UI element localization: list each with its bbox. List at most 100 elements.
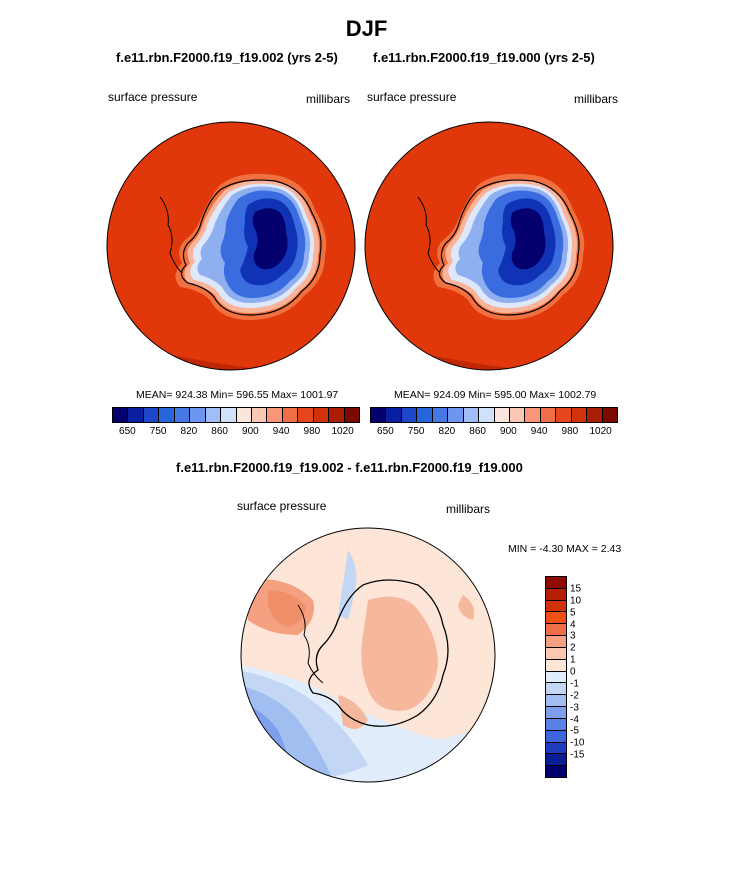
colorbar-tick-label: 900 — [242, 426, 259, 437]
panel-1-title: f.e11.rbn.F2000.f19_f19.002 (yrs 2-5) — [116, 50, 338, 65]
colorbar-swatch — [386, 408, 402, 422]
colorbar-swatch — [546, 683, 566, 696]
colorbar-tick-label: 650 — [377, 426, 394, 437]
colorbar-swatch — [479, 408, 495, 422]
colorbar-swatch — [546, 766, 566, 778]
colorbar-swatch — [221, 408, 237, 422]
colorbar-tick-label: 3 — [570, 630, 576, 642]
colorbar-swatch — [546, 612, 566, 625]
colorbar-swatch — [267, 408, 283, 422]
colorbar-swatch — [371, 408, 387, 422]
colorbar-tick-label: 820 — [180, 426, 198, 437]
colorbar-swatch — [525, 408, 541, 422]
diff-units-label: millibars — [446, 502, 491, 516]
diff-colorbar-ticks: 15 10 5 4 3 2 1 0 -1 -2 -3 -4 -5 -10 -15 — [570, 576, 610, 776]
colorbar-tick-label: 860 — [211, 426, 228, 437]
colorbar-swatch — [546, 718, 566, 731]
colorbar-swatch — [546, 730, 566, 743]
colorbar-swatch — [236, 408, 252, 422]
colorbar-tick-label: 860 — [469, 426, 486, 437]
colorbar-tick-label: 1020 — [589, 426, 612, 437]
colorbar-swatch — [448, 408, 464, 422]
panel-1-stats: MEAN= 924.38 Min= 596.55 Max= 1001.97 — [136, 389, 339, 401]
colorbar-swatch — [602, 408, 617, 422]
colorbar-swatch — [113, 408, 129, 422]
panel-2-colorbar — [370, 407, 618, 423]
colorbar-tick-label: 1020 — [331, 426, 354, 437]
colorbar-swatch — [190, 408, 206, 422]
colorbar-tick-label: -10 — [570, 737, 585, 749]
colorbar-swatch — [546, 754, 566, 767]
panel-1-colorbar-ticks: 650 750 820 860 900 940 980 1020 — [112, 426, 358, 440]
colorbar-swatch — [546, 707, 566, 719]
colorbar-tick-label: -1 — [570, 678, 579, 690]
colorbar-swatch — [432, 408, 449, 422]
colorbar-swatch — [344, 408, 359, 422]
panel-1-map — [106, 121, 356, 371]
colorbar-tick-label: 750 — [149, 426, 167, 437]
panel-2-stats: MEAN= 924.09 Min= 595.00 Max= 1002.79 — [394, 389, 597, 401]
colorbar-tick-label: 940 — [272, 426, 290, 437]
panel-2-map — [364, 121, 614, 371]
colorbar-swatch — [540, 408, 557, 422]
colorbar-tick-label: 980 — [303, 426, 321, 437]
colorbar-swatch — [546, 671, 566, 684]
colorbar-swatch — [494, 408, 510, 422]
panel-2-title: f.e11.rbn.F2000.f19_f19.000 (yrs 2-5) — [373, 50, 595, 65]
colorbar-swatch — [546, 659, 566, 672]
panel-1-colorbar — [112, 407, 360, 423]
panel-2-units-label: millibars — [574, 92, 619, 106]
colorbar-tick-label: 0 — [570, 666, 576, 678]
colorbar-swatch — [329, 408, 345, 422]
colorbar-swatch — [417, 408, 433, 422]
colorbar-tick-label: 4 — [570, 619, 576, 631]
colorbar-swatch — [282, 408, 299, 422]
diff-stats: MIN = -4.30 MAX = 2.43 — [508, 543, 622, 555]
figure-title: DJF — [345, 16, 388, 41]
colorbar-swatch — [546, 695, 566, 708]
colorbar-swatch — [546, 742, 566, 755]
panel-2-variable-label: surface pressure — [367, 90, 457, 104]
colorbar-tick-label: 750 — [407, 426, 425, 437]
colorbar-swatch — [587, 408, 603, 422]
colorbar-tick-label: 15 — [570, 583, 582, 595]
colorbar-swatch — [174, 408, 191, 422]
colorbar-tick-label: 980 — [561, 426, 579, 437]
colorbar-tick-label: 2 — [570, 642, 576, 654]
colorbar-tick-label: -4 — [570, 714, 579, 726]
colorbar-tick-label: -3 — [570, 702, 579, 714]
colorbar-swatch — [546, 636, 566, 648]
colorbar-swatch — [401, 408, 418, 422]
colorbar-swatch — [546, 588, 566, 601]
colorbar-tick-label: 940 — [530, 426, 548, 437]
colorbar-tick-label: 5 — [570, 607, 576, 619]
colorbar-swatch — [205, 408, 222, 422]
colorbar-swatch — [463, 408, 480, 422]
colorbar-swatch — [298, 408, 314, 422]
colorbar-tick-label: 10 — [570, 595, 582, 607]
colorbar-tick-label: 900 — [500, 426, 517, 437]
panel-1-variable-label: surface pressure — [108, 90, 198, 104]
colorbar-swatch — [251, 408, 268, 422]
colorbar-tick-label: -15 — [570, 749, 585, 761]
colorbar-tick-label: -2 — [570, 690, 579, 702]
colorbar-swatch — [509, 408, 526, 422]
colorbar-swatch — [546, 600, 566, 613]
diff-title: f.e11.rbn.F2000.f19_f19.002 - f.e11.rbn.… — [176, 460, 523, 475]
colorbar-swatch — [128, 408, 144, 422]
colorbar-swatch — [546, 577, 566, 589]
diff-variable-label: surface pressure — [237, 499, 327, 513]
colorbar-swatch — [556, 408, 572, 422]
panel-2-colorbar-ticks: 650 750 820 860 900 940 980 1020 — [370, 426, 616, 440]
panel-1-units-label: millibars — [306, 92, 351, 106]
colorbar-tick-label: 820 — [438, 426, 456, 437]
colorbar-swatch — [143, 408, 160, 422]
diff-map — [240, 527, 496, 783]
colorbar-swatch — [571, 408, 588, 422]
diff-colorbar — [545, 576, 567, 778]
colorbar-swatch — [546, 624, 566, 637]
colorbar-tick-label: -5 — [570, 725, 579, 737]
colorbar-swatch — [546, 647, 566, 660]
colorbar-tick-label: 1 — [570, 654, 576, 666]
colorbar-swatch — [159, 408, 175, 422]
